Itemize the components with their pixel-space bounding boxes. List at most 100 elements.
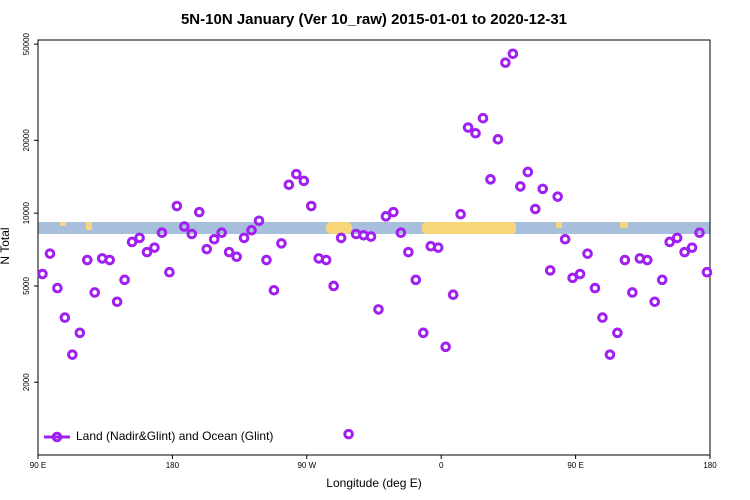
point xyxy=(612,327,623,339)
point xyxy=(500,57,511,68)
point xyxy=(171,200,183,212)
point xyxy=(641,254,653,266)
point xyxy=(664,236,675,248)
y-tick-label: 2000 xyxy=(22,373,31,391)
point xyxy=(216,227,227,239)
point xyxy=(320,254,332,266)
point xyxy=(671,232,683,244)
point xyxy=(89,287,101,298)
point xyxy=(246,224,257,236)
point xyxy=(268,284,280,296)
point xyxy=(537,183,549,195)
point xyxy=(574,268,586,280)
point xyxy=(261,254,272,266)
point xyxy=(686,242,698,253)
y-tick-label: 5000 xyxy=(22,277,31,295)
x-tick-label: 0 xyxy=(439,461,444,470)
point xyxy=(201,243,213,255)
map-strip xyxy=(38,222,710,234)
point xyxy=(134,232,145,244)
x-axis-label: Longitude (deg E) xyxy=(326,476,421,490)
legend-label: Land (Nadir&Glint) and Ocean (Glint) xyxy=(76,429,273,443)
point xyxy=(186,228,198,240)
point xyxy=(119,274,130,286)
point xyxy=(111,296,123,308)
x-tick-label: 90 W xyxy=(297,461,316,470)
point xyxy=(74,327,86,339)
x-tick-label: 180 xyxy=(703,461,717,470)
point xyxy=(410,274,422,286)
y-tick-label: 20000 xyxy=(22,129,31,152)
point xyxy=(149,242,160,253)
point xyxy=(492,134,504,145)
point xyxy=(432,242,444,253)
point xyxy=(193,206,205,218)
chart-title: 5N-10N January (Ver 10_raw) 2015-01-01 t… xyxy=(181,11,567,28)
point xyxy=(179,221,190,232)
point xyxy=(529,203,541,215)
point xyxy=(59,312,71,323)
point xyxy=(627,287,638,298)
point xyxy=(589,282,601,294)
point xyxy=(298,175,310,187)
point xyxy=(373,304,384,315)
point xyxy=(37,268,48,280)
point xyxy=(223,246,235,258)
point xyxy=(67,349,78,360)
point xyxy=(403,246,414,258)
y-tick-label: 10000 xyxy=(22,201,31,224)
point xyxy=(619,254,631,266)
y-axis-label: N Total xyxy=(0,227,12,264)
point xyxy=(485,174,496,185)
point xyxy=(231,251,242,263)
point xyxy=(582,248,593,259)
point xyxy=(365,231,377,242)
point xyxy=(343,428,354,440)
point xyxy=(395,227,407,239)
point xyxy=(507,48,519,60)
point xyxy=(559,233,571,245)
point xyxy=(515,181,526,192)
plot-frame xyxy=(37,39,711,456)
point xyxy=(253,215,265,227)
point xyxy=(291,168,302,180)
point xyxy=(455,208,466,220)
x-tick-label: 180 xyxy=(166,461,180,470)
point xyxy=(462,122,474,133)
point xyxy=(417,327,429,339)
point xyxy=(649,296,661,308)
point xyxy=(156,227,168,239)
point xyxy=(694,227,705,239)
point xyxy=(276,238,287,249)
point xyxy=(597,312,608,323)
point xyxy=(164,266,175,278)
point xyxy=(380,211,392,222)
point xyxy=(44,248,56,259)
point xyxy=(126,236,138,248)
point xyxy=(470,127,481,139)
x-tick-label: 90 E xyxy=(567,461,583,470)
point xyxy=(679,246,690,258)
point xyxy=(701,266,713,278)
y-tick-label: 50000 xyxy=(22,32,31,55)
point xyxy=(447,289,459,301)
point xyxy=(141,246,153,258)
x-tick-label: 90 E xyxy=(30,461,46,470)
point xyxy=(604,349,616,360)
point xyxy=(440,341,451,353)
point xyxy=(283,179,295,191)
point xyxy=(81,254,93,266)
point xyxy=(208,233,220,245)
point xyxy=(305,200,317,212)
point xyxy=(388,206,399,218)
point xyxy=(238,232,250,244)
point xyxy=(552,191,563,202)
point xyxy=(52,282,63,294)
point xyxy=(328,280,339,292)
point xyxy=(544,265,556,276)
point xyxy=(104,254,115,266)
point xyxy=(522,166,534,178)
point xyxy=(477,112,489,124)
legend-marker xyxy=(51,431,63,443)
